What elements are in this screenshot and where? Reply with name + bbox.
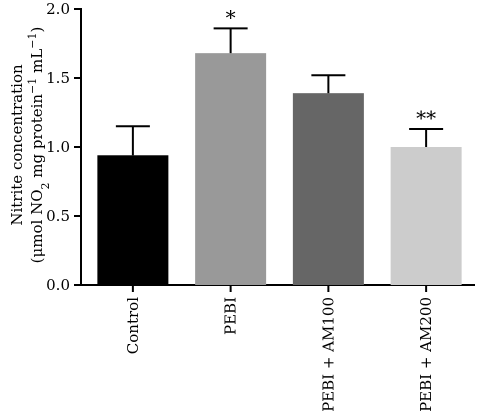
y-tick-label: 1.5 <box>46 69 70 87</box>
y-axis-title-line1: Nitrite concentration <box>8 64 26 226</box>
bar <box>97 155 169 285</box>
x-tick-label: PEBI <box>222 297 240 335</box>
bar <box>390 147 462 285</box>
y-tick-label: 0.5 <box>46 207 70 225</box>
y-tick-label: 2.0 <box>46 0 70 18</box>
y-tick-label: 1.0 <box>46 138 70 156</box>
significance-marker: * <box>226 5 236 29</box>
x-tick-label: PEBI + AM200 <box>417 297 435 412</box>
bar <box>195 53 267 285</box>
x-tick-label: Control <box>124 297 142 354</box>
bar <box>292 93 364 286</box>
bars <box>97 53 462 286</box>
y-axis: 0.0 0.5 1.0 1.5 2.0 <box>46 0 82 294</box>
y-tick-label: 0.0 <box>46 276 70 294</box>
y-axis-title-line2: (μmol NO2 mg protein−1 mL−1) <box>26 27 52 264</box>
significance-marker: ** <box>416 106 436 130</box>
y-axis-title: Nitrite concentration (μmol NO2 mg prote… <box>8 27 52 264</box>
x-tick-label: PEBI + AM100 <box>319 297 337 412</box>
category-labels: Control PEBI PEBI + AM100 PEBI + AM200 <box>124 285 435 412</box>
error-bars <box>115 27 444 156</box>
significance-markers: *** <box>226 5 437 130</box>
